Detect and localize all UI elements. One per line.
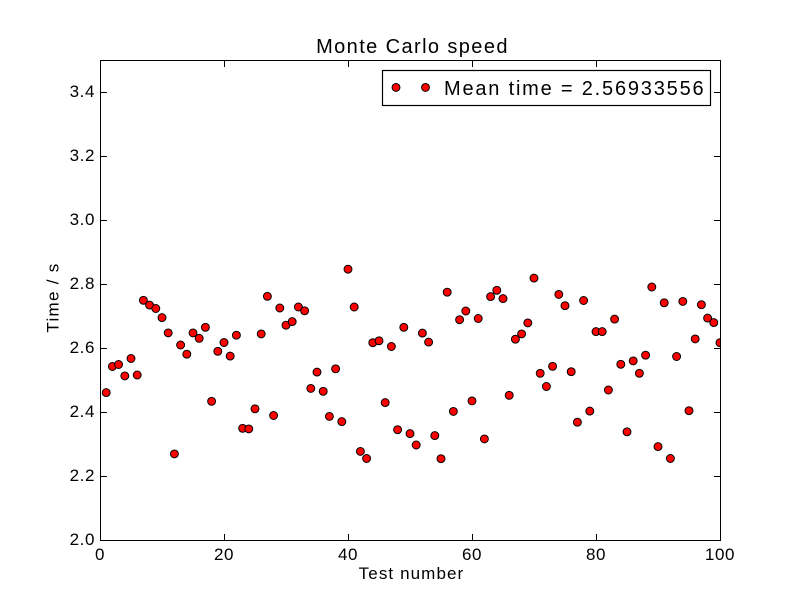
svg-text:60: 60 — [462, 545, 482, 564]
svg-text:2.8: 2.8 — [70, 274, 95, 293]
svg-text:3.0: 3.0 — [70, 210, 95, 229]
svg-text:2.4: 2.4 — [70, 402, 95, 421]
svg-text:2.2: 2.2 — [70, 466, 95, 485]
svg-text:Mean time = 2.56933556: Mean time = 2.56933556 — [444, 78, 705, 100]
svg-text:2.0: 2.0 — [70, 530, 95, 549]
svg-text:20: 20 — [214, 545, 234, 564]
svg-text:Test number: Test number — [359, 564, 465, 583]
svg-text:100: 100 — [705, 545, 735, 564]
svg-text:Time / s: Time / s — [44, 262, 63, 332]
svg-text:40: 40 — [338, 545, 358, 564]
svg-text:3.4: 3.4 — [70, 82, 95, 101]
svg-text:80: 80 — [586, 545, 606, 564]
svg-text:3.2: 3.2 — [70, 146, 95, 165]
svg-text:0: 0 — [95, 545, 105, 564]
svg-text:Monte Carlo speed: Monte Carlo speed — [316, 36, 509, 58]
svg-text:2.6: 2.6 — [70, 338, 95, 357]
